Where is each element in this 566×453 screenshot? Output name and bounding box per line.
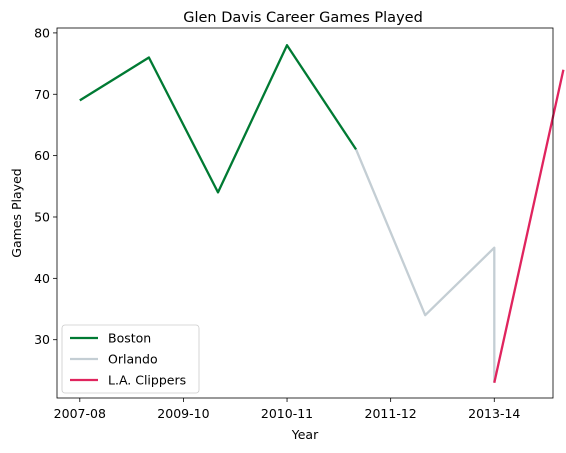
y-tick-label: 80: [34, 25, 50, 40]
x-tick-label: 2011-12: [365, 406, 417, 421]
legend-label: L.A. Clippers: [108, 373, 186, 388]
chart-title: Glen Davis Career Games Played: [183, 10, 423, 26]
legend-label: Boston: [108, 331, 151, 346]
y-tick-label: 40: [34, 271, 50, 286]
plot-area: [79, 44, 565, 383]
legend-box: [61, 324, 200, 394]
series-line-orlando: [355, 149, 496, 383]
legend-label: Orlando: [108, 352, 158, 367]
y-axis-label: Games Played: [9, 168, 24, 257]
series-line-l-a-clippers: [493, 69, 565, 383]
y-tick-label: 60: [34, 148, 50, 163]
y-tick-label: 30: [34, 332, 50, 347]
x-axis: 2007-08 2009-10 2010-11 2011-12 2013-14: [54, 398, 520, 421]
x-axis-label: Year: [291, 427, 319, 442]
x-tick-label: 2007-08: [54, 406, 106, 421]
x-tick-label: 2010-11: [261, 406, 313, 421]
y-tick-label: 70: [34, 87, 50, 102]
x-tick-label: 2009-10: [157, 406, 209, 421]
legend: Boston Orlando L.A. Clippers: [61, 324, 200, 394]
series-line-boston: [79, 44, 358, 194]
y-tick-label: 50: [34, 209, 50, 224]
plot-frame: [56, 27, 554, 399]
y-axis: 30 40 50 60 70 80: [34, 25, 57, 347]
x-tick-label: 2013-14: [468, 406, 520, 421]
